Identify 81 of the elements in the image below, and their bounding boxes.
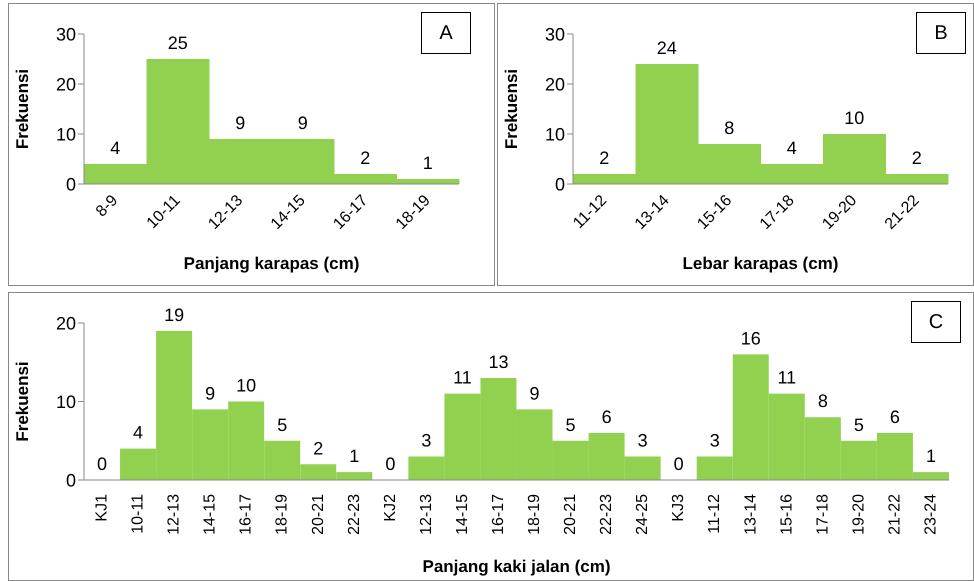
x-axis-title: Panjang kaki jalan (cm) — [422, 557, 611, 576]
data-label: 5 — [854, 414, 864, 435]
x-tick-label: 14-15 — [202, 494, 219, 535]
x-tick-label: 10-11 — [130, 494, 147, 534]
data-label: 8 — [818, 391, 828, 412]
data-label: 10 — [236, 376, 256, 396]
y-tick-label: 20 — [544, 74, 565, 94]
x-axis-title: Panjang karapas (cm) — [184, 254, 360, 273]
y-tick-label: 10 — [56, 392, 76, 412]
data-label: 0 — [97, 454, 108, 474]
x-tick-label: 16-17 — [238, 494, 255, 535]
data-label: 9 — [205, 383, 216, 404]
data-label: 3 — [638, 430, 648, 450]
data-label: 1 — [422, 153, 433, 173]
data-label: 13 — [488, 352, 508, 372]
x-tick-label: 23-24 — [922, 494, 940, 535]
y-tick-label: 20 — [56, 313, 76, 334]
x-tick-label: 16-17 — [490, 494, 507, 535]
data-label: 2 — [313, 438, 324, 458]
x-tick-label: KJ2 — [382, 494, 399, 522]
x-axis-title: Lebar karapas (cm) — [682, 254, 838, 273]
data-label: 8 — [724, 118, 734, 138]
x-tick-label: 18-19 — [526, 494, 544, 535]
data-label: 9 — [298, 113, 308, 133]
x-tick-label: 18-19 — [274, 494, 291, 535]
data-label: 3 — [710, 430, 720, 450]
annotation: A — [421, 12, 471, 54]
x-tick-label: 20-21 — [310, 494, 327, 535]
x-tick-label: 21-22 — [886, 494, 904, 535]
data-label: 3 — [421, 430, 432, 450]
x-tick-label: KJ3 — [670, 494, 688, 522]
data-label: 2 — [912, 148, 922, 168]
y-tick-label: 10 — [56, 124, 76, 144]
data-label: 5 — [566, 414, 576, 435]
x-tick-label: 14-15 — [454, 494, 471, 535]
data-label: 9 — [530, 383, 540, 404]
data-label: 2 — [599, 148, 610, 168]
x-tick-label: 22-23 — [598, 494, 616, 535]
y-tick-label: 30 — [544, 24, 565, 44]
data-label: 4 — [133, 422, 144, 443]
y-tick-label: 20 — [56, 74, 76, 94]
y-tick-label: 0 — [554, 174, 565, 194]
data-label: 16 — [740, 328, 761, 348]
y-axis-title: Frekuensi — [13, 361, 32, 442]
x-tick-label: 22-23 — [346, 494, 363, 535]
data-label: 25 — [168, 33, 188, 53]
x-tick-label: 19-20 — [850, 494, 868, 535]
x-tick-label: 15-16 — [778, 494, 796, 535]
data-label: 6 — [602, 406, 612, 427]
data-label: 5 — [277, 414, 288, 435]
data-label: 9 — [235, 113, 246, 133]
x-tick-label: 11-12 — [706, 494, 724, 534]
data-label: 24 — [656, 38, 677, 58]
data-label: 6 — [890, 406, 900, 427]
data-label: 19 — [164, 304, 184, 325]
data-label: 1 — [926, 446, 936, 466]
y-axis-title: Frekuensi — [502, 68, 522, 150]
data-label: 0 — [674, 454, 684, 474]
x-tick-label: 17-18 — [814, 494, 832, 535]
x-tick-label: 24-25 — [634, 494, 652, 535]
y-tick-label: 30 — [56, 24, 76, 44]
annotation: C — [911, 301, 961, 343]
data-label: 2 — [360, 148, 370, 168]
data-label: 4 — [110, 138, 120, 158]
annotation: B — [916, 12, 966, 54]
data-label: 1 — [349, 446, 360, 466]
data-label: 4 — [786, 138, 797, 158]
x-tick-label: 12-13 — [166, 494, 183, 535]
x-tick-label: KJ1 — [94, 494, 111, 522]
data-label: 11 — [453, 368, 472, 388]
data-label: 10 — [844, 108, 864, 128]
y-axis-title: Frekuensi — [13, 68, 32, 150]
x-tick-label: 20-21 — [562, 494, 580, 535]
y-tick-label: 0 — [66, 174, 76, 194]
data-label: 0 — [385, 454, 396, 474]
y-tick-label: 10 — [544, 124, 565, 144]
x-tick-label: 8-9 — [92, 192, 122, 220]
x-tick-label: 12-13 — [418, 494, 435, 535]
data-label: 11 — [777, 368, 796, 388]
y-tick-label: 0 — [66, 470, 76, 490]
x-tick-label: 13-14 — [742, 494, 760, 535]
